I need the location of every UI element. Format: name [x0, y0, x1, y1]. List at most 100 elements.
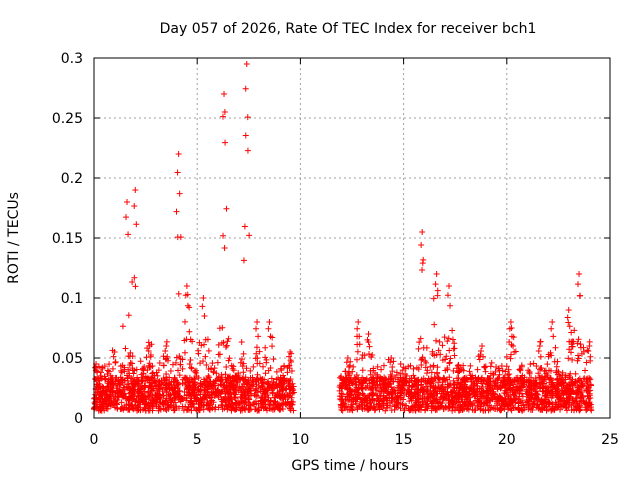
roti-point [552, 389, 559, 396]
roti-point [172, 359, 179, 366]
roti-point [167, 367, 174, 374]
y-tick-label: 0.3 [61, 51, 83, 67]
roti-point [239, 363, 246, 370]
roti-point [388, 389, 395, 396]
roti-point [576, 271, 583, 277]
roti-point [163, 407, 170, 414]
roti-point [508, 351, 515, 358]
roti-point [127, 349, 134, 356]
roti-point [511, 390, 518, 397]
roti-point [220, 113, 226, 120]
roti-point [101, 363, 108, 370]
roti-point [188, 407, 195, 414]
roti-point [368, 384, 375, 391]
roti-point [146, 394, 153, 401]
roti-point [286, 377, 293, 384]
roti-point [566, 346, 573, 353]
roti-point [419, 392, 426, 399]
roti-point [343, 381, 350, 388]
roti-point [336, 396, 343, 403]
roti-point [108, 375, 115, 382]
roti-point [507, 377, 514, 384]
roti-point [366, 343, 373, 350]
roti-point [389, 394, 396, 401]
roti-point [277, 365, 284, 372]
roti-point [164, 353, 171, 360]
roti-point [133, 376, 140, 383]
roti-point [109, 380, 116, 387]
roti-point [146, 343, 153, 349]
roti-point [264, 401, 271, 408]
roti-point [553, 401, 560, 408]
roti-point [227, 386, 234, 393]
roti-point [356, 333, 363, 340]
roti-point [425, 403, 432, 410]
roti-point [190, 387, 197, 394]
roti-point [255, 333, 262, 340]
roti-point [252, 378, 259, 385]
roti-point [553, 391, 560, 398]
roti-point [139, 365, 146, 372]
y-tick-label: 0 [74, 411, 83, 427]
roti-point [374, 373, 381, 380]
roti-point [501, 402, 508, 409]
roti-point [402, 371, 409, 378]
roti-point [153, 382, 160, 389]
roti-point [286, 383, 293, 390]
roti-point [379, 400, 386, 407]
roti-point [186, 379, 193, 386]
roti-point [488, 404, 495, 411]
roti-point [563, 397, 570, 404]
roti-point [209, 405, 216, 412]
roti-point [566, 376, 573, 383]
roti-point [254, 319, 261, 325]
roti-point [444, 381, 451, 388]
roti-point [513, 374, 520, 381]
roti-point [512, 396, 519, 403]
roti-point [495, 365, 502, 372]
roti-point [515, 406, 522, 413]
roti-point [279, 381, 286, 388]
roti-point [444, 338, 451, 345]
roti-point [282, 395, 289, 402]
roti-point [516, 393, 523, 400]
roti-point [405, 393, 412, 400]
roti-point [260, 405, 267, 412]
roti-point [132, 382, 139, 389]
roti-point [499, 377, 506, 384]
roti-point [494, 381, 501, 388]
roti-point [492, 406, 499, 413]
roti-point [230, 375, 237, 382]
roti-point [184, 302, 191, 309]
roti-point [388, 355, 395, 361]
roti-point [157, 399, 164, 406]
roti-point [368, 353, 375, 360]
roti-point [417, 335, 424, 342]
roti-point [221, 108, 228, 115]
roti-point [126, 362, 133, 369]
roti-point [275, 403, 282, 410]
roti-point [429, 351, 436, 358]
roti-point [187, 392, 194, 399]
roti-point [354, 356, 361, 363]
roti-point [167, 391, 174, 398]
roti-point [188, 397, 195, 404]
roti-point [115, 376, 122, 383]
roti-point [371, 397, 378, 404]
roti-point [409, 407, 416, 414]
roti-point [529, 407, 536, 414]
roti-point [585, 393, 592, 400]
roti-point [383, 394, 390, 401]
roti-point [106, 361, 113, 368]
roti-point [278, 367, 285, 374]
roti-point [394, 392, 401, 399]
roti-point [578, 395, 585, 402]
roti-point [202, 394, 209, 401]
roti-point [579, 381, 586, 388]
roti-point [226, 355, 233, 362]
roti-point [200, 295, 207, 301]
roti-point [362, 377, 369, 384]
roti-point [548, 325, 555, 332]
roti-point [571, 327, 578, 334]
roti-point [400, 383, 407, 390]
